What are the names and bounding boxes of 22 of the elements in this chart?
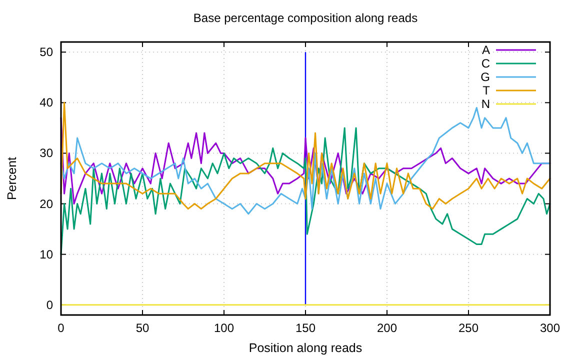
y-tick-label: 40 (40, 96, 54, 110)
y-tick-label: 0 (46, 298, 54, 312)
legend-label: N (481, 97, 490, 111)
line-series (60, 127, 551, 256)
y-axis-title: Percent (5, 156, 19, 200)
legend-label: A (482, 43, 490, 57)
x-tick-label: 50 (136, 321, 150, 335)
y-tick-label: 10 (40, 247, 54, 262)
y-tick-label: 20 (40, 196, 54, 211)
x-tick-label: 100 (214, 321, 234, 335)
legend-label: C (481, 56, 490, 70)
y-tick-label: 50 (40, 45, 54, 60)
legend-label: T (482, 84, 491, 98)
chart-title: Base percentage composition along reads (193, 11, 418, 25)
x-tick-label: 150 (295, 321, 316, 335)
x-tick-label: 0 (58, 321, 65, 335)
x-tick-label: 250 (458, 321, 479, 335)
y-tick-label: 30 (40, 146, 54, 160)
x-tick-label: 300 (540, 321, 560, 335)
x-tick-label: 200 (376, 321, 398, 335)
x-axis-title: Position along reads (248, 341, 362, 355)
legend-label: G (480, 70, 490, 84)
